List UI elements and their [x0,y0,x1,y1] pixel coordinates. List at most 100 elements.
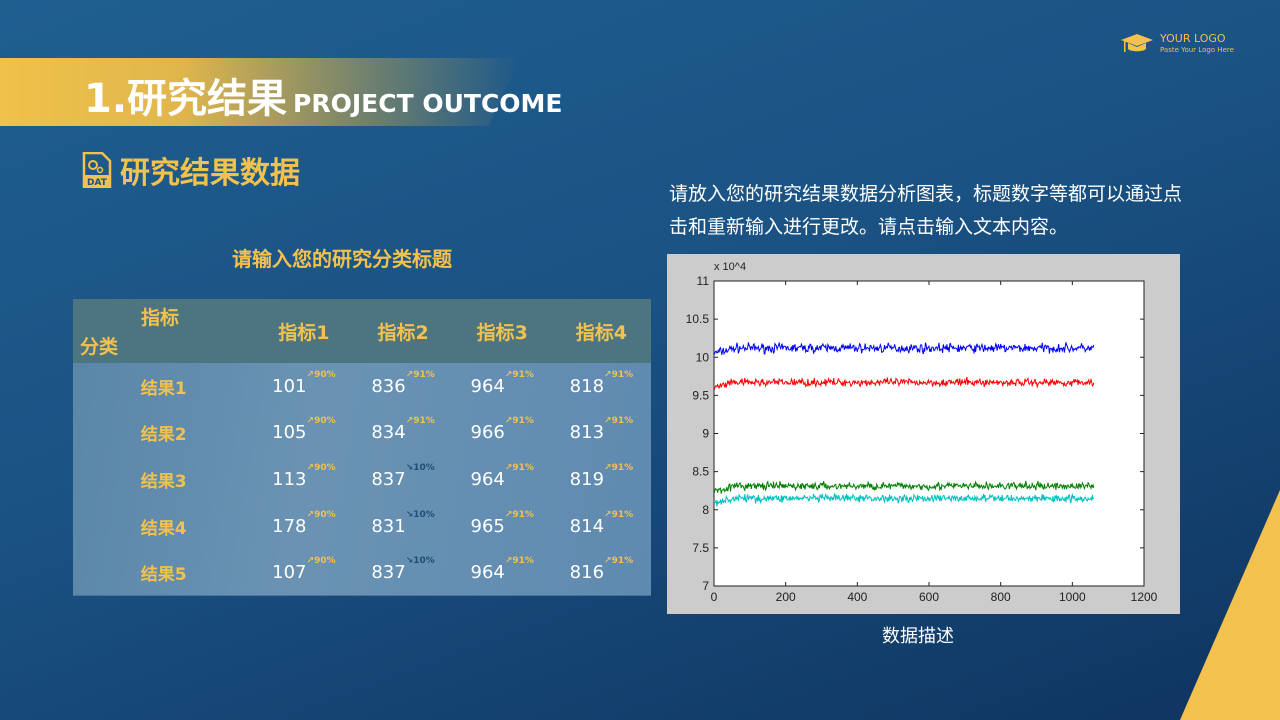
cell-value: 107 [272,562,307,584]
cell-value: 178 [272,515,307,537]
table-cell: 814↗91% [552,503,651,550]
trend-percent: 90% [314,369,336,380]
trend-percent: 10% [413,556,435,567]
trend-percent: 90% [314,556,336,567]
y-tick-label: 9.5 [692,388,709,402]
plot-area [713,280,1145,587]
series-line-3 [713,492,1094,507]
trend-down-icon: ↘ [405,509,414,520]
trend-percent: 91% [512,416,534,427]
table-cell: 178↗90% [254,503,353,550]
column-header: 指标3 [476,321,528,344]
section-heading: DAT 研究结果数据 [82,148,300,192]
chart-caption: 数据描述 [882,626,954,647]
cell-value: 814 [569,515,605,537]
series-line-0 [713,342,1095,356]
svg-text:DAT: DAT [87,178,108,188]
trend-up-icon: ↗ [306,556,315,567]
trend-up-icon: ↗ [504,416,513,427]
decorative-triangle [1180,490,1280,720]
trend-percent: 10% [413,509,435,520]
cell-value: 831 [371,515,406,537]
cell-value: 834 [371,422,406,444]
title-banner [0,58,520,126]
table-header-row: 指标 分类 指标1 指标2 指标3 指标4 [73,299,651,363]
table-cell: 813↗91% [552,410,651,457]
cell-value: 836 [371,375,406,397]
cell-value: 818 [569,375,605,397]
cell-value: 101 [272,375,307,397]
y-tick-label: 9 [702,427,709,441]
cell-value: 816 [569,562,605,584]
table-cell: 101↗90% [254,363,353,410]
logo-subtext: Paste Your Logo Here [1160,46,1234,54]
cell-value: 813 [569,422,605,444]
corner-top: 指标 [140,307,179,329]
trend-up-icon: ↗ [306,416,315,427]
trend-percent: 90% [314,509,336,520]
x-tick-label: 800 [991,590,1011,604]
table-cell: 966↗91% [453,410,552,457]
trend-percent: 90% [314,462,336,473]
table-cell: 831↘10% [353,503,452,550]
trend-up-icon: ↗ [604,509,612,520]
trend-up-icon: ↗ [604,556,612,567]
trend-up-icon: ↗ [604,462,612,473]
page-title: 1.研究结果 PROJECT OUTCOME [84,66,563,124]
x-tick-label: 600 [919,590,939,604]
table-row: 结果1 101↗90% 836↗91% 964↗91% 818↗91% [73,363,651,410]
trend-percent: 91% [611,462,634,473]
trend-up-icon: ↗ [306,369,315,380]
trend-up-icon: ↗ [604,369,612,380]
table-cell: 818↗91% [552,363,651,410]
table-row: 结果4 178↗90% 831↘10% 965↗91% 814↗91% [73,503,651,550]
table-cell: 834↗91% [353,410,452,457]
trend-percent: 91% [413,369,435,380]
trend-percent: 91% [611,556,634,567]
trend-up-icon: ↗ [306,509,315,520]
table-cell: 107↗90% [254,549,353,596]
corner-header: 指标 分类 [73,299,254,363]
trend-up-icon: ↗ [306,462,315,473]
logo-text: YOUR LOGO [1160,32,1226,45]
chart-image: 0 200 400 600 800 1000 1200 7 7.5 8 8.5 9 9.5 10 10.5 1… [667,254,1180,614]
trend-up-icon: ↗ [405,369,414,380]
table-cell: 816↗91% [552,549,651,596]
trend-up-icon: ↗ [604,416,612,427]
trend-percent: 90% [314,416,336,427]
trend-percent: 10% [413,462,435,473]
trend-up-icon: ↗ [504,369,513,380]
table-cell: 819↗91% [552,456,651,503]
table-row: 结果5 107↗90% 837↘10% 964↗91% 816↗91% [73,549,651,596]
x-tick-label: 1000 [1059,590,1086,604]
row-label: 结果4 [140,518,187,539]
y-tick-label: 11 [697,274,710,288]
column-header: 指标1 [278,321,330,344]
trend-down-icon: ↘ [405,556,414,567]
y-tick-label: 7 [702,579,709,593]
y-tick-label: 8 [702,503,709,517]
dat-file-icon: DAT [82,152,112,188]
title-cn: 1.研究结果 [84,76,288,122]
trend-percent: 91% [611,416,634,427]
trend-percent: 91% [512,369,534,380]
table-row: 结果3 113↗90% 837↘10% 964↗91% 819↗91% [73,456,651,503]
table-cell: 113↗90% [254,456,353,503]
y-tick-label: 10.5 [686,312,710,326]
column-header: 指标4 [575,321,628,344]
cell-value: 964 [470,375,505,397]
y-tick-label: 7.5 [692,541,709,555]
y-tick-label: 10 [696,350,710,364]
cell-value: 965 [470,515,505,537]
table-cell: 837↘10% [353,549,452,596]
trend-percent: 91% [512,556,534,567]
description-text: 请放入您的研究结果数据分析图表，标题数字等都可以通过点击和重新输入进行更改。请点… [669,183,1183,238]
x-tick-label: 1200 [1131,590,1158,604]
trend-percent: 91% [611,369,634,380]
table-row: 结果2 105↗90% 834↗91% 966↗91% 813↗91% [73,410,651,457]
y-multiplier-label: x 10^4 [714,261,747,273]
logo: YOUR LOGO Paste Your Logo Here [1120,32,1234,56]
cell-value: 837 [371,562,406,584]
trend-up-icon: ↗ [405,416,414,427]
row-label: 结果5 [140,565,187,586]
